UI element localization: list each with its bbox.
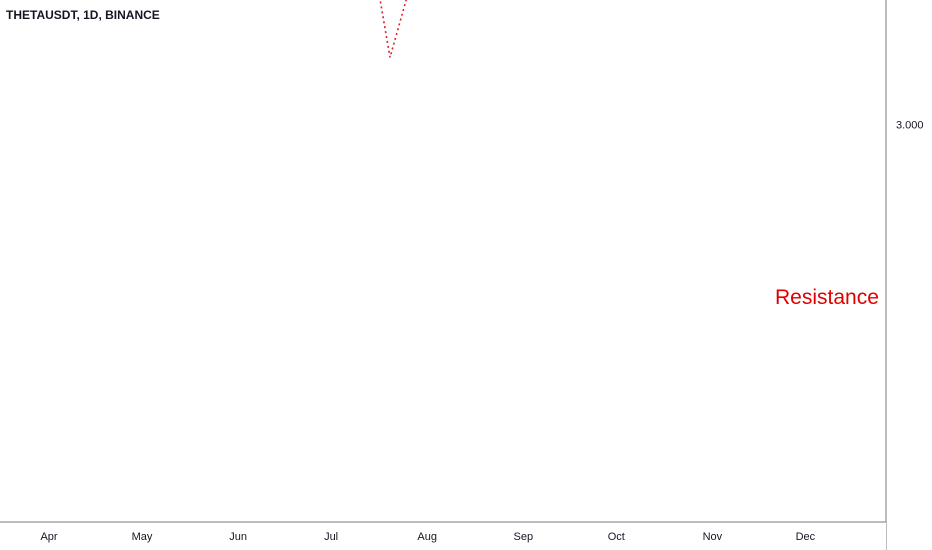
price-axis-background [886,0,932,550]
month-tick-label: Nov [703,531,723,543]
drawings: Resistance [379,0,879,309]
projected-path [379,0,407,58]
resistance-annotation: Resistance [775,286,879,309]
month-tick-label: Oct [608,531,625,543]
price-tick-label: 3.000 [896,120,924,132]
time-axis: Apr May Jun Jul Aug Sep Oct Nov Dec [0,521,886,550]
price-axis: 3.0004.0005.0006.0007.0008.0009.00010.00… [885,0,932,550]
month-tick-label: Dec [796,531,816,543]
month-tick-label: Apr [40,531,57,543]
month-tick-label: May [132,531,153,543]
month-tick-label: Jul [324,531,338,543]
month-tick-label: Aug [417,531,437,543]
time-axis-background [0,522,886,550]
month-tick-label: Jun [229,531,247,543]
symbol-title: THETAUSDT, 1D, BINANCE [6,8,160,22]
month-tick-label: Sep [514,531,534,543]
